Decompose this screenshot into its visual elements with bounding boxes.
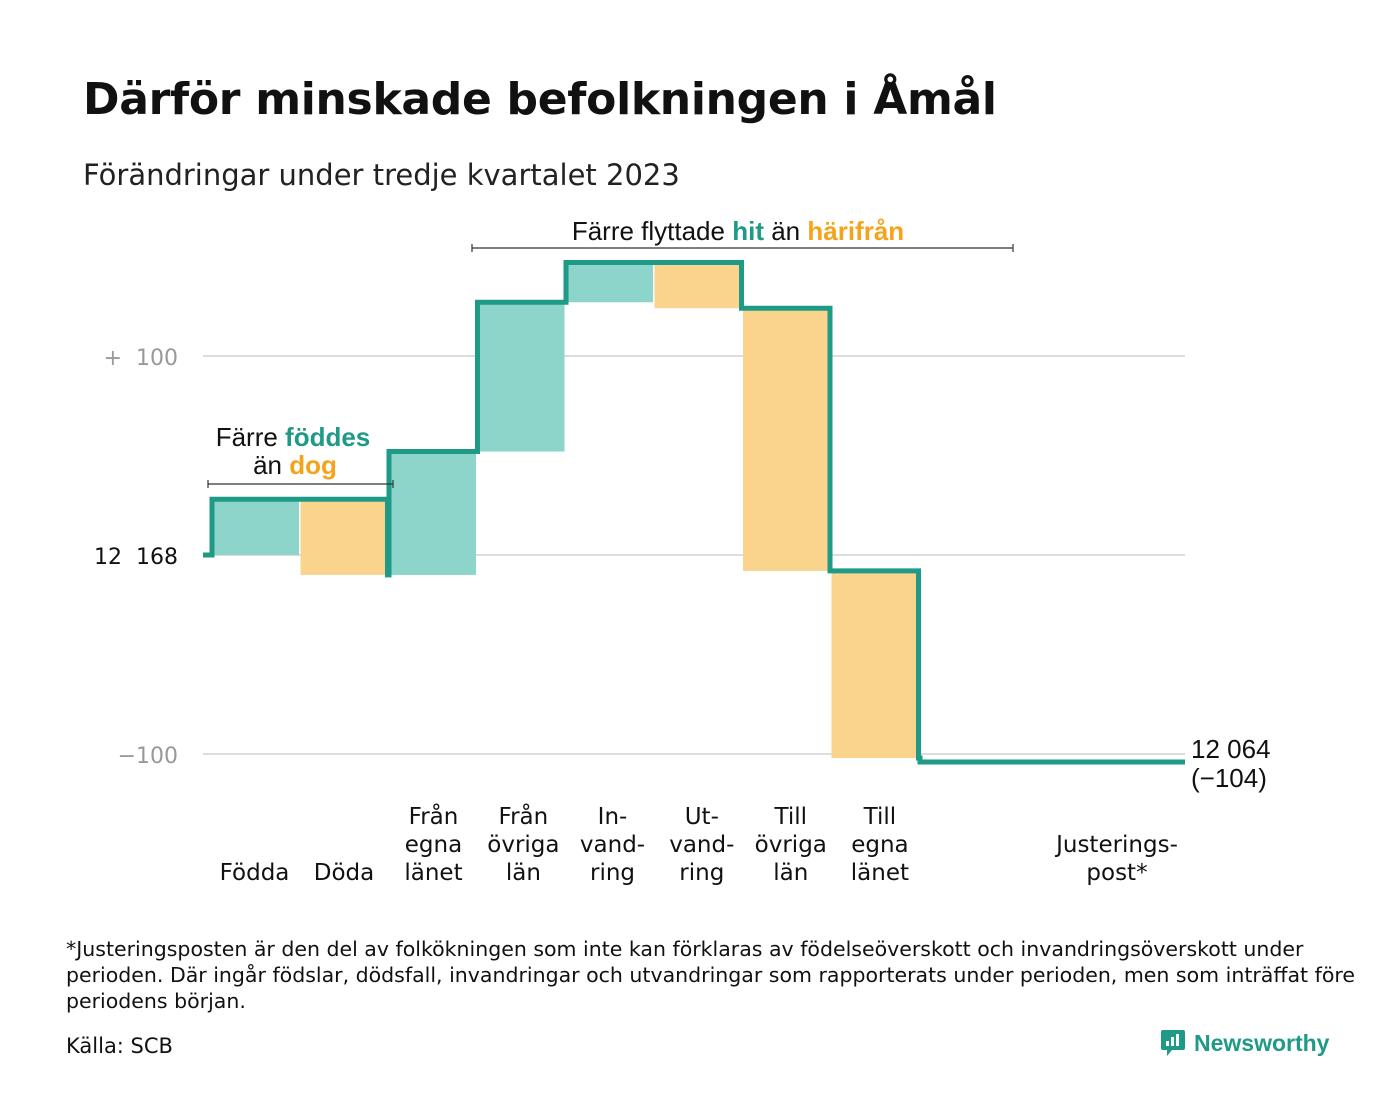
y-tick-labels: + 100 12 168 −100 [94, 346, 178, 769]
x-label-line: Till [774, 804, 808, 830]
bar-6 [654, 262, 742, 309]
source-label: Källa: SCB [66, 1034, 173, 1058]
annotation-births-text: Färre [216, 422, 285, 452]
annotation-migration-text: Färre flyttade [572, 216, 732, 246]
x-label-line: egna [405, 832, 462, 858]
annotation-deaths-highlight: dog [289, 450, 337, 480]
x-label-line: övriga [755, 832, 827, 858]
x-label-line: post* [1086, 860, 1147, 886]
svg-text:Färre föddes: Färre föddes [216, 422, 371, 452]
y-tick-label: 12 168 [94, 545, 178, 570]
x-label-line: Från [499, 802, 549, 830]
x-label-line: övriga [487, 832, 559, 858]
x-label-line: Ut- [685, 804, 719, 830]
x-label-line: Till [863, 804, 897, 830]
end-value-label: 12 064 [1191, 734, 1271, 764]
x-label-line: län [506, 860, 541, 886]
x-label-line: Justerings- [1054, 832, 1178, 858]
x-label-line: Döda [314, 860, 374, 886]
bar-8 [831, 570, 919, 758]
bar-5 [566, 262, 653, 303]
bar-1 [212, 499, 299, 555]
annotation-births-highlight: föddes [285, 422, 370, 452]
x-category-labels: Födda DödaFrånegnalänetFrånövrigalänIn-va… [220, 802, 1178, 886]
annotation-migration-mid: än [771, 216, 807, 246]
y-tick-label: + 100 [104, 346, 178, 371]
brand-name: Newsworthy [1194, 1029, 1330, 1056]
svg-text:Färre flyttade hit än härifrån: Färre flyttade hit än härifrån [572, 216, 904, 246]
annotation-migration-hit: hit [732, 216, 764, 246]
brand-logo: Newsworthy [1160, 1028, 1329, 1058]
annotation-births-deaths: Färre föddes än dog [207, 422, 394, 488]
bar-3 [389, 451, 476, 575]
x-label-line: vand- [669, 832, 734, 858]
x-label-line: In- [598, 804, 628, 830]
chart-subtitle: Förändringar under tredje kvartalet 2023 [83, 158, 680, 192]
annotation-migration: Färre flyttade hit än härifrån [471, 216, 1014, 252]
end-change-label: (−104) [1191, 763, 1267, 793]
y-tick-label: −100 [118, 744, 178, 769]
x-label-line: ring [590, 860, 635, 886]
chart-title: Därför minskade befolkningen i Åmål [83, 74, 997, 125]
x-label-line: län [773, 860, 808, 886]
x-label-line: Födda [220, 860, 290, 886]
bars [212, 262, 919, 758]
newsworthy-logo-icon [1161, 1030, 1185, 1056]
annotation-deaths-text: än [253, 450, 289, 480]
end-label: 12 064 (−104) [1191, 734, 1271, 793]
x-label-line: ring [679, 860, 724, 886]
x-label-line: länet [404, 860, 462, 886]
x-label-line: länet [851, 860, 909, 886]
cumulative-step-line [203, 260, 1185, 765]
x-label-line: Från [409, 802, 459, 830]
annotation-migration-harifran: härifrån [807, 216, 904, 246]
bar-4 [477, 302, 565, 452]
svg-text:än dog: än dog [253, 450, 337, 480]
bar-7 [743, 308, 830, 571]
bar-2 [300, 499, 388, 575]
x-label-line: vand- [580, 832, 645, 858]
cumulative-line [203, 260, 1185, 765]
x-label-line: egna [851, 832, 908, 858]
footnote: *Justeringsposten är den del av folkökni… [66, 937, 1355, 1013]
